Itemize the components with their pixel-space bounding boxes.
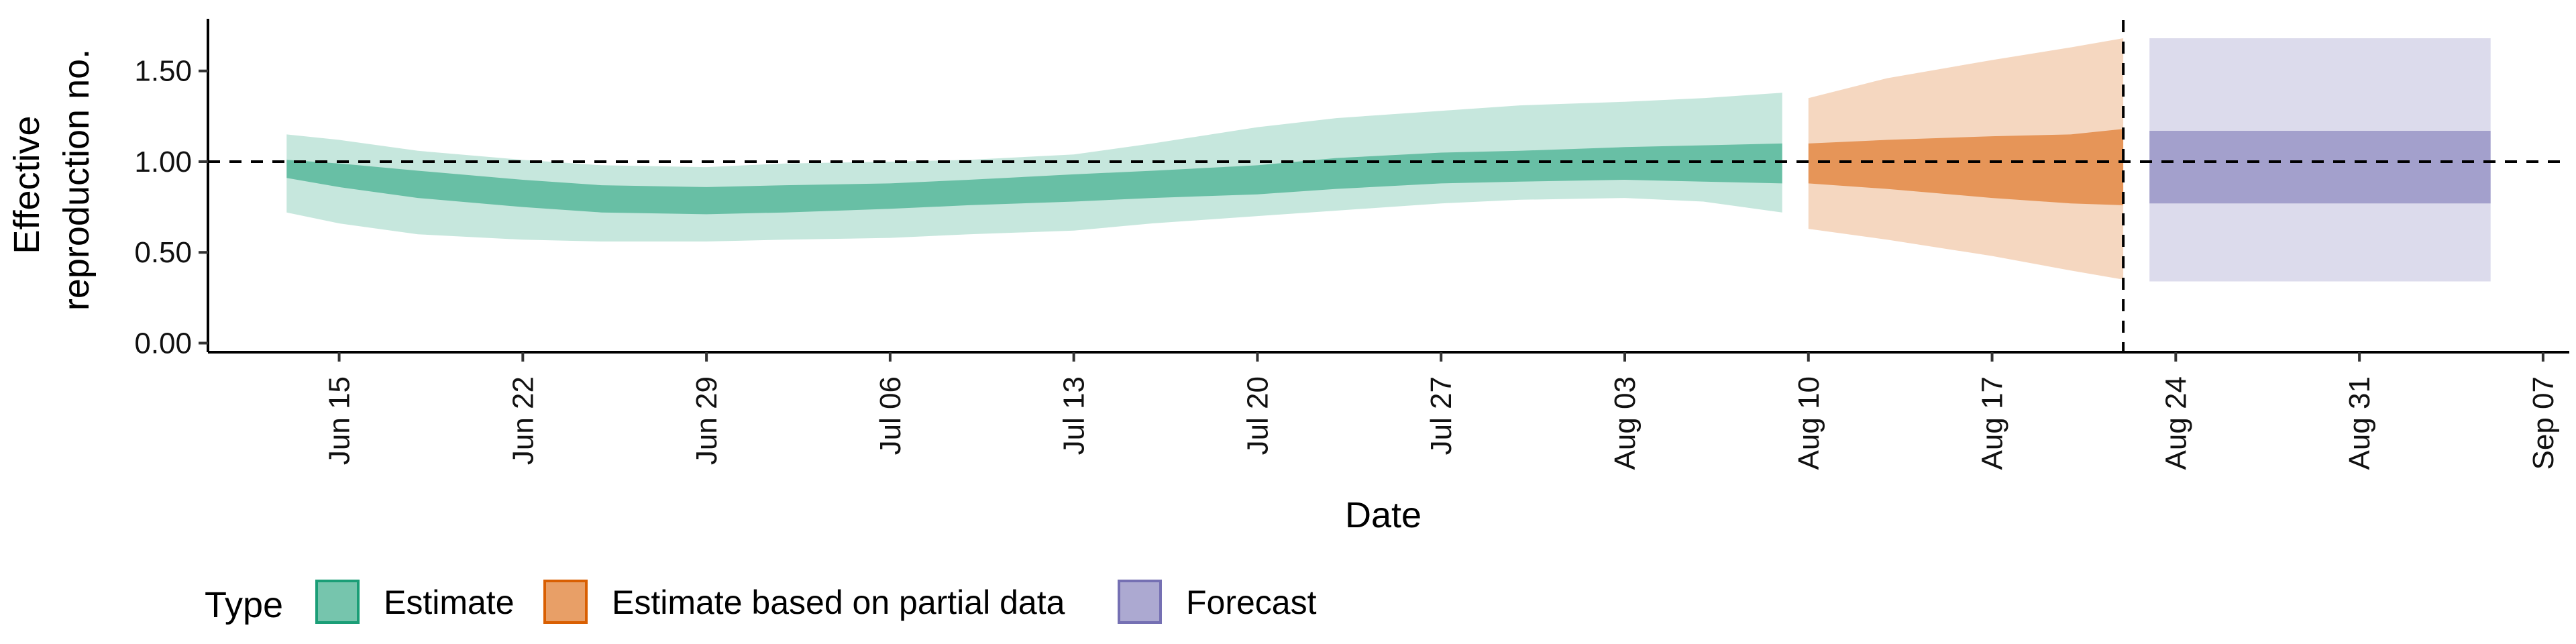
x-tick-label: Aug 03 [1609, 376, 1642, 470]
x-tick-label: Jun 29 [690, 376, 723, 465]
x-tick-label: Jun 22 [506, 376, 539, 465]
x-tick-label: Aug 10 [1792, 376, 1825, 470]
y-tick-label: 0.50 [134, 236, 192, 269]
y-axis-title-line-2: reproduction no. [56, 49, 97, 311]
x-tick-label: Aug 31 [2343, 376, 2376, 470]
x-tick-label: Jul 20 [1241, 376, 1274, 455]
uncertainty-bands [286, 38, 2491, 282]
x-axis-title: Date [1345, 495, 1421, 535]
reference-lines [208, 20, 2569, 352]
legend-label-forecast: Forecast [1186, 584, 1317, 621]
x-tick-label: Jul 27 [1425, 376, 1458, 455]
estimate-band-50 [286, 143, 1782, 215]
y-axis-title: Effective reproduction no. [7, 49, 97, 311]
y-axis-title-line-1: Effective [7, 115, 47, 254]
y-tick-label: 1.00 [134, 146, 192, 178]
y-tick-label: 0.00 [134, 327, 192, 360]
x-tick-label: Jul 13 [1058, 376, 1091, 455]
legend-swatch-estimate-based-on-partial-data [543, 580, 588, 624]
estimate-based-on-partial-data-band-50 [1808, 129, 2124, 205]
y-tick-label: 1.50 [134, 55, 192, 88]
legend: Type Estimate Estimate based on partial d… [205, 580, 1317, 625]
x-tick-label: Jun 15 [323, 376, 356, 465]
legend-label-estimate: Estimate [384, 584, 515, 621]
x-tick-label: Aug 24 [2159, 376, 2192, 470]
axes: 0.00 0.50 1.00 1.50 Jun 15 Jun 22 Jun 29 Jul 06… [134, 19, 2569, 470]
legend-label-estimate-based-on-partial-data: Estimate based on partial data [612, 584, 1065, 621]
legend-swatch-forecast [1118, 580, 1162, 624]
x-tick-label: Sep 07 [2527, 376, 2560, 470]
legend-items: Estimate Estimate based on partial data Fo… [315, 580, 1317, 624]
forecast-band-50 [2149, 131, 2491, 204]
legend-title: Type [205, 585, 283, 625]
legend-swatch-estimate [315, 580, 360, 624]
x-tick-label: Aug 17 [1976, 376, 2009, 470]
x-tick-label: Jul 06 [874, 376, 907, 455]
